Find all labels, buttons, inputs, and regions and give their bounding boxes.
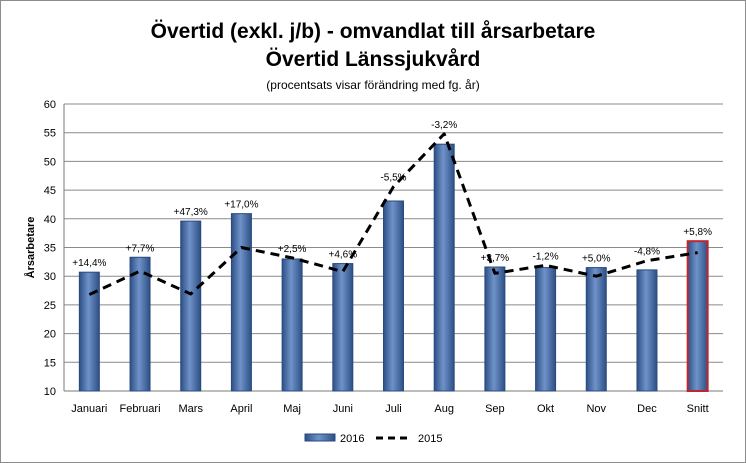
y-axis-label: Årsarbetare xyxy=(24,217,37,279)
data-label: +5,0% xyxy=(582,254,611,265)
y-tick-label: 10 xyxy=(44,386,56,398)
data-label: -5,5% xyxy=(380,173,406,184)
x-tick-label: April xyxy=(230,403,252,415)
y-tick-label: 25 xyxy=(44,300,56,312)
x-tick-label: Dec xyxy=(637,403,657,415)
y-tick-label: 40 xyxy=(44,214,56,226)
y-tick-label: 60 xyxy=(44,99,56,111)
bar xyxy=(383,200,404,392)
x-tick-label: Okt xyxy=(537,403,554,415)
x-tick-label: Aug xyxy=(434,403,454,415)
bar xyxy=(585,267,607,392)
data-label: -4,8% xyxy=(634,247,660,258)
legend-swatch-2016 xyxy=(304,433,336,442)
y-tick-label: 55 xyxy=(44,128,56,140)
data-label: -3,2% xyxy=(431,120,457,131)
x-tick-label: Mars xyxy=(179,403,204,415)
y-tick-label: 35 xyxy=(44,243,56,255)
bar xyxy=(484,266,506,392)
data-label: +47,3% xyxy=(174,207,208,218)
chart-title-block: Övertid (exkl. j/b) - omvandlat till års… xyxy=(0,18,746,92)
x-tick-label: Nov xyxy=(586,403,606,415)
x-tick-label: Januari xyxy=(71,403,107,415)
bar xyxy=(281,258,303,392)
x-tick-label: Juni xyxy=(333,403,353,415)
y-tick-label: 45 xyxy=(44,185,56,197)
data-label: +7,7% xyxy=(126,243,155,254)
chart-subtitle: Övertid Länssjukvård xyxy=(265,48,481,71)
y-tick-label: 30 xyxy=(44,271,56,283)
bar xyxy=(636,269,658,392)
bar xyxy=(78,271,100,392)
data-label: +5,8% xyxy=(683,227,712,238)
x-tick-label: Maj xyxy=(283,403,301,415)
x-tick-label: Februari xyxy=(120,403,161,415)
y-tick-label: 50 xyxy=(44,156,56,168)
data-label: +17,0% xyxy=(224,200,258,211)
bar xyxy=(535,267,557,392)
data-label: +4,6% xyxy=(328,250,357,261)
y-tick-label: 20 xyxy=(44,329,56,341)
series-line-2015 xyxy=(88,132,698,296)
data-label: +2,5% xyxy=(278,244,307,255)
bar xyxy=(230,213,252,392)
bar xyxy=(180,220,202,392)
bar-snitt xyxy=(686,240,709,392)
chart-note: (procentsats visar förändring med fg. år… xyxy=(266,78,480,92)
data-label: -1,2% xyxy=(533,251,559,262)
x-tick-label: Sep xyxy=(485,403,505,415)
chart-title: Övertid (exkl. j/b) - omvandlat till års… xyxy=(150,20,596,43)
y-tick-label: 15 xyxy=(44,357,56,369)
data-label: +3,7% xyxy=(481,253,510,264)
bar xyxy=(433,143,455,392)
bar xyxy=(332,263,354,392)
legend-label-2016: 2016 xyxy=(340,433,364,445)
x-tick-label: Snitt xyxy=(687,403,709,415)
legend-label-2015: 2015 xyxy=(418,433,442,445)
x-tick-label: Juli xyxy=(385,403,402,415)
bar xyxy=(129,256,151,392)
data-label: +14,4% xyxy=(72,258,106,269)
